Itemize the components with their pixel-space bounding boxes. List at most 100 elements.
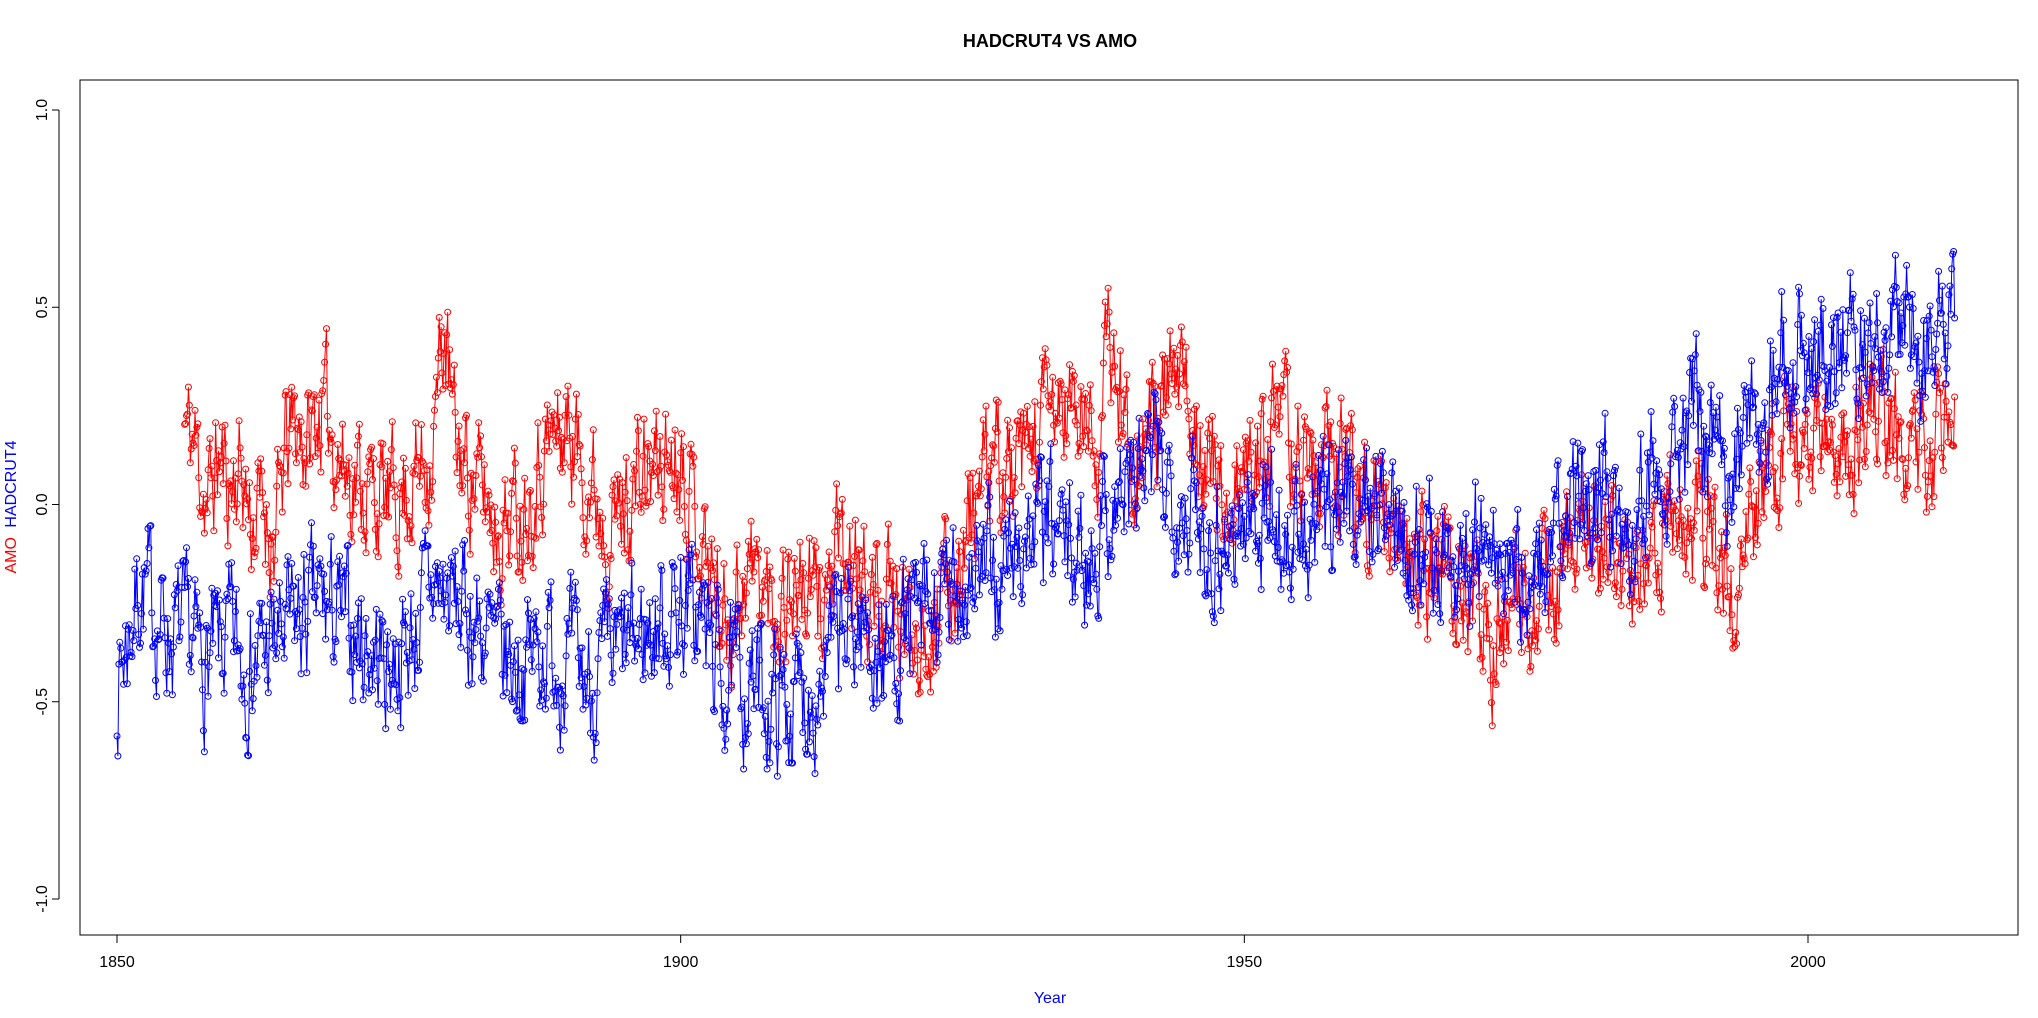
data-point: [1287, 440, 1295, 448]
data-point: [873, 539, 881, 547]
data-point: [1251, 491, 1259, 499]
data-point: [905, 565, 913, 573]
data-point: [914, 597, 922, 605]
data-point: [538, 514, 546, 521]
data-point: [1019, 591, 1027, 599]
data-point: [907, 646, 915, 654]
data-point: [1783, 382, 1791, 390]
data-point: [1036, 438, 1043, 446]
data-point: [1776, 504, 1784, 512]
data-point: [184, 410, 191, 418]
data-point: [1438, 567, 1446, 574]
data-point: [1628, 620, 1636, 628]
data-point: [1092, 461, 1100, 469]
data-point: [495, 558, 503, 565]
data-point: [1375, 545, 1383, 553]
data-point: [459, 541, 467, 549]
data-point: [1641, 600, 1648, 608]
data-point: [1623, 537, 1631, 545]
data-point: [1689, 519, 1697, 527]
data-point: [416, 604, 424, 611]
data-point: [630, 461, 638, 468]
data-point: [273, 649, 281, 657]
data-point: [645, 639, 653, 647]
data-point: [1301, 413, 1308, 421]
data-point: [327, 533, 335, 541]
data-point: [1458, 534, 1466, 542]
data-point: [444, 569, 452, 577]
data-point: [1185, 550, 1193, 558]
data-point: [208, 584, 216, 592]
data-point: [602, 589, 609, 597]
data-point: [1596, 584, 1604, 592]
data-point: [1368, 558, 1376, 566]
data-point: [1644, 458, 1652, 466]
data-point: [567, 463, 575, 471]
data-point: [1595, 484, 1602, 492]
data-point: [1670, 394, 1678, 402]
data-point: [1545, 626, 1553, 634]
data-point: [304, 617, 312, 625]
data-point: [261, 560, 269, 568]
data-point: [1220, 550, 1228, 558]
data-point: [552, 437, 560, 445]
data-point: [1479, 539, 1487, 547]
data-point: [785, 548, 793, 556]
data-point: [437, 587, 445, 595]
data-point: [1457, 617, 1465, 625]
data-point: [681, 602, 689, 609]
data-point: [1523, 631, 1531, 639]
data-point: [617, 613, 624, 621]
data-point: [471, 639, 479, 647]
data-point: [740, 765, 748, 773]
data-point: [1105, 536, 1113, 544]
data-point: [981, 430, 989, 438]
data-point: [1947, 421, 1955, 429]
data-point: [1694, 472, 1702, 480]
data-point: [196, 609, 204, 617]
data-point: [627, 591, 635, 599]
data-point: [720, 560, 728, 568]
data-point: [975, 467, 983, 475]
data-point: [1814, 379, 1822, 387]
data-point: [1171, 571, 1179, 579]
data-point: [1793, 393, 1801, 401]
data-point: [982, 569, 990, 577]
data-point: [380, 655, 388, 663]
data-point: [1106, 344, 1114, 351]
data-point: [569, 604, 577, 612]
data-point: [727, 598, 734, 606]
data-point: [214, 587, 221, 595]
data-point: [719, 601, 727, 609]
data-point: [1421, 535, 1429, 543]
data-point: [1314, 487, 1322, 495]
data-point: [786, 596, 794, 604]
data-point: [1564, 493, 1571, 500]
data-point: [1073, 421, 1081, 429]
data-point: [897, 667, 904, 675]
data-point: [663, 451, 671, 459]
data-point: [1751, 534, 1759, 541]
data-point: [713, 581, 721, 589]
data-point: [288, 560, 296, 567]
data-point: [1588, 557, 1596, 565]
data-point: [1799, 429, 1807, 436]
data-point: [1462, 510, 1470, 518]
data-point: [995, 477, 1003, 485]
data-point: [626, 527, 634, 535]
data-point: [1751, 390, 1759, 398]
data-point: [1845, 491, 1853, 499]
data-point: [1317, 480, 1325, 488]
data-point: [1713, 413, 1721, 421]
data-point: [1673, 530, 1680, 538]
data-point: [1116, 347, 1124, 355]
data-point: [1662, 532, 1670, 540]
data-point: [1772, 398, 1780, 406]
data-point: [1690, 367, 1698, 375]
data-point: [320, 377, 328, 384]
data-point: [855, 546, 863, 554]
data-point: [260, 513, 268, 521]
data-point: [738, 703, 746, 711]
data-point: [333, 582, 341, 590]
data-point: [1295, 530, 1303, 538]
